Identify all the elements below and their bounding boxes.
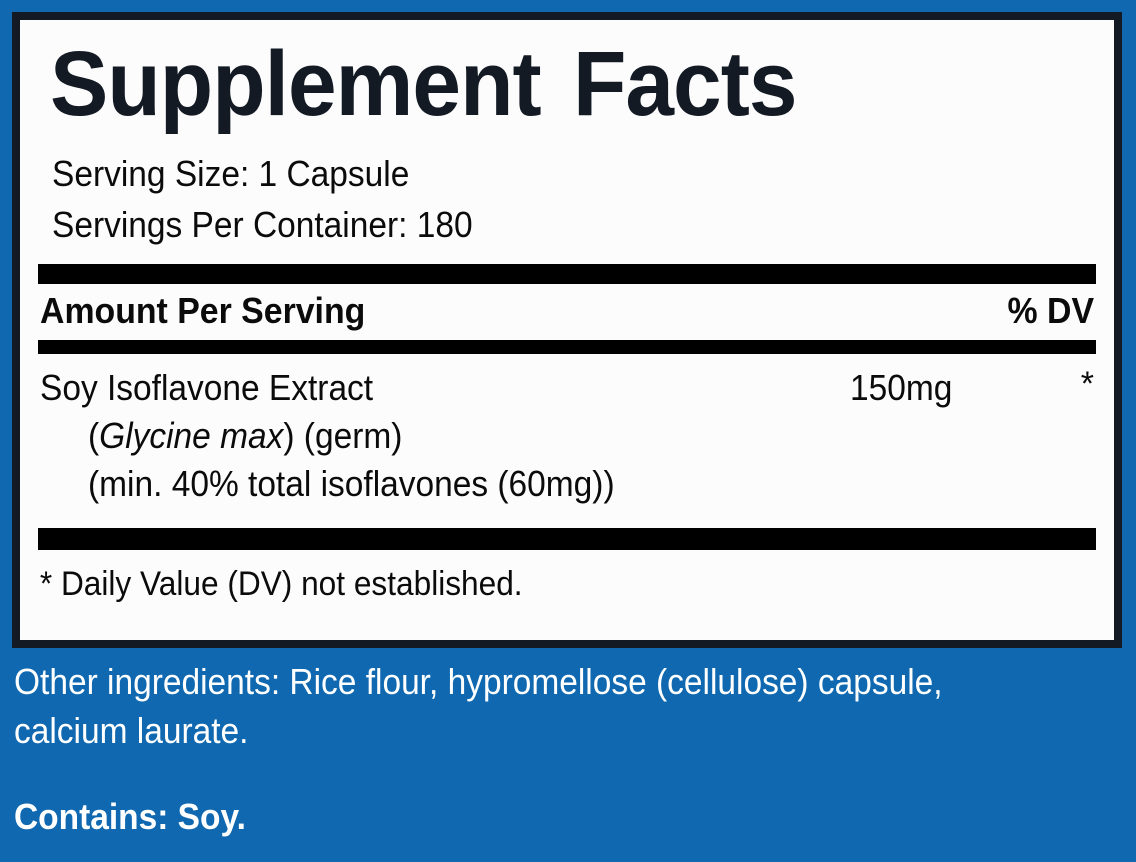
ingredient-name: Soy Isoflavone Extract bbox=[40, 367, 374, 409]
rule-below-ingredients bbox=[38, 528, 1096, 551]
servings-per-container-line: Servings Per Container: 180 bbox=[52, 204, 473, 246]
ingredient-potency-line: (min. 40% total isoflavones (60mg)) bbox=[88, 462, 615, 504]
ingredient-amount: 150mg bbox=[850, 367, 953, 409]
plant-part: ) (germ) bbox=[283, 415, 403, 457]
serving-info: Serving Size: 1 Capsule Servings Per Con… bbox=[52, 148, 1096, 250]
ingredient-daily-value: * bbox=[1080, 365, 1094, 404]
rule-above-amount-header bbox=[38, 264, 1096, 285]
serving-size-line: Serving Size: 1 Capsule bbox=[52, 153, 410, 194]
supplement-facts-panel: Supplement Facts Serving Size: 1 Capsule … bbox=[12, 12, 1122, 648]
supplement-facts-inner: Supplement Facts Serving Size: 1 Capsule … bbox=[20, 38, 1114, 658]
daily-value-footnote: * Daily Value (DV) not established. bbox=[39, 565, 523, 604]
title-word-supplement: Supplement bbox=[50, 33, 542, 135]
ingredient-source-line: (Glycine max) (germ) bbox=[88, 412, 1024, 460]
paren-open: ( bbox=[88, 415, 100, 457]
amount-per-serving-label: Amount Per Serving bbox=[40, 290, 366, 332]
other-ingredients-text: Other ingredients: Rice flour, hypromell… bbox=[14, 661, 943, 751]
allergen-contains-text: Contains: Soy. bbox=[14, 796, 246, 837]
percent-dv-label: % DV bbox=[1007, 290, 1094, 332]
title-word-facts: Facts bbox=[572, 33, 798, 135]
amount-per-serving-header-row: Amount Per Serving % DV bbox=[38, 284, 1096, 340]
rule-below-amount-header bbox=[38, 340, 1096, 355]
page-title: Supplement Facts bbox=[50, 38, 1044, 130]
scientific-name: Glycine max bbox=[99, 415, 284, 457]
table-row: Soy Isoflavone Extract (Glycine max) (ge… bbox=[38, 354, 1096, 528]
